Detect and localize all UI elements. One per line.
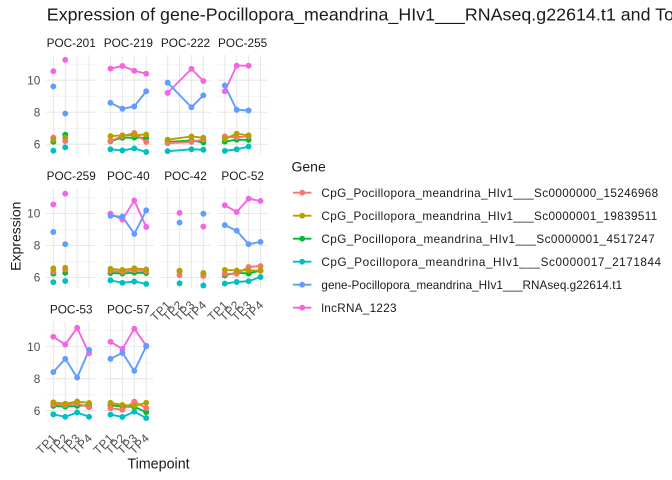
svg-text:Gene: Gene [292, 159, 326, 175]
svg-text:CpG_Pocillopora_meandrina_HIv1: CpG_Pocillopora_meandrina_HIv1___Sc00000… [321, 233, 655, 246]
svg-text:Expression of gene-Pocillopora: Expression of gene-Pocillopora_meandrina… [47, 4, 672, 25]
svg-text:CpG_Pocillopora_meandrina_HIv1: CpG_Pocillopora_meandrina_HIv1___Sc00000… [321, 210, 657, 223]
svg-text:POC-57: POC-57 [107, 302, 150, 316]
svg-text:POC-259: POC-259 [47, 169, 96, 183]
svg-text:CpG_Pocillopora_meandrina_HIv1: CpG_Pocillopora_meandrina_HIv1___Sc00000… [321, 256, 661, 269]
svg-text:10: 10 [27, 207, 41, 221]
svg-text:6: 6 [34, 138, 41, 152]
svg-text:Timepoint: Timepoint [127, 456, 189, 472]
svg-text:10: 10 [27, 73, 41, 87]
svg-text:6: 6 [34, 404, 41, 418]
svg-text:POC-53: POC-53 [50, 302, 93, 316]
svg-text:CpG_Pocillopora_meandrina_HIv1: CpG_Pocillopora_meandrina_HIv1___Sc00000… [321, 187, 658, 200]
svg-text:Expression: Expression [7, 202, 23, 271]
svg-text:POC-40: POC-40 [107, 169, 150, 183]
svg-text:6: 6 [34, 271, 41, 285]
svg-text:POC-255: POC-255 [218, 36, 268, 50]
svg-text:10: 10 [27, 340, 41, 354]
svg-text:POC-52: POC-52 [221, 169, 264, 183]
svg-text:POC-201: POC-201 [47, 36, 96, 50]
svg-text:8: 8 [34, 105, 41, 119]
svg-text:lncRNA_1223: lncRNA_1223 [321, 302, 396, 315]
svg-text:8: 8 [34, 372, 41, 386]
svg-text:gene-Pocillopora_meandrina_HIv: gene-Pocillopora_meandrina_HIv1___RNAseq… [321, 279, 622, 292]
svg-text:POC-222: POC-222 [161, 36, 210, 50]
svg-text:POC-219: POC-219 [104, 36, 153, 50]
svg-text:8: 8 [34, 239, 41, 253]
svg-text:POC-42: POC-42 [164, 169, 207, 183]
